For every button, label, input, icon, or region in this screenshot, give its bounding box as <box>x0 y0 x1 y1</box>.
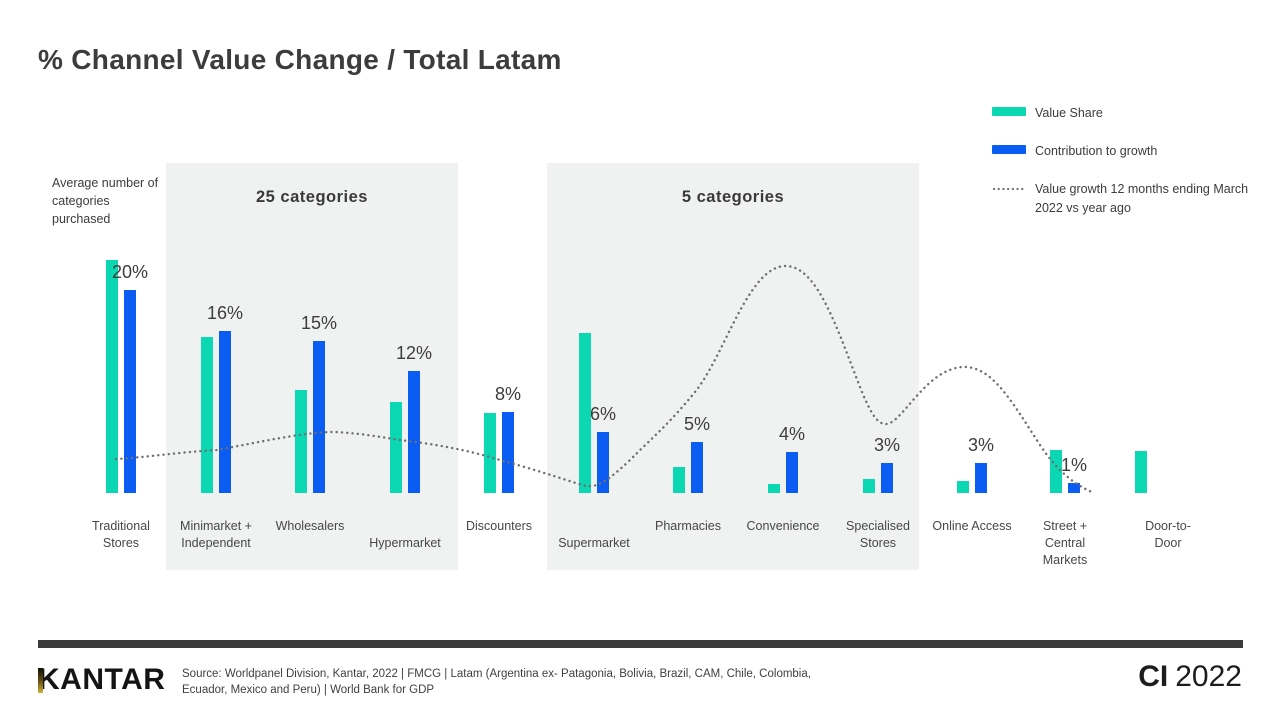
legend-label: Contribution to growth <box>1035 144 1158 158</box>
value-share-bar <box>673 466 685 493</box>
group-label: 5 categories <box>681 188 785 206</box>
legend: Value Share Contribution to growth Value… <box>992 104 1250 237</box>
axis-label-line: Specialised <box>846 519 910 533</box>
axis-label-line: Traditional <box>92 519 150 533</box>
kantar-logo-gold-mark <box>38 668 43 693</box>
axis-note: Average number of categories purchased <box>52 176 159 226</box>
axis-label-line: Discounters <box>466 519 532 533</box>
contribution-bar <box>219 330 231 493</box>
contribution-bar <box>786 452 798 493</box>
axis-label-line: Pharmacies <box>655 519 721 533</box>
axis-label-line: Convenience <box>746 519 820 533</box>
source-note: Source: Worldpanel Division, Kantar, 202… <box>182 666 811 698</box>
value-share-swatch <box>992 107 1026 116</box>
value-share-bar <box>106 259 118 493</box>
axis-label-line: Central <box>1044 536 1086 550</box>
axis-label: Minimarket + Independent <box>166 518 266 552</box>
axis-label: Door-to- Door <box>1118 518 1218 552</box>
bar-value-label: 20% <box>111 262 149 282</box>
bar-value-label: 3% <box>873 434 900 455</box>
contribution-bar <box>597 432 609 493</box>
value-share-bar <box>863 478 875 493</box>
kantar-logo-text: KANTAR <box>38 663 166 696</box>
contribution-bar <box>1068 482 1080 493</box>
axis-label: Online Access <box>922 518 1022 535</box>
dotted-line-swatch <box>992 187 1026 191</box>
source-line: Ecuador, Mexico and Peru) | World Bank f… <box>182 684 435 696</box>
contribution-bar <box>502 411 514 493</box>
contribution-bar <box>124 290 136 493</box>
axis-label-line: Hypermarket <box>369 536 441 550</box>
axis-label: Pharmacies <box>638 518 738 535</box>
chart-title: % Channel Value Change / Total Latam <box>38 44 562 75</box>
axis-label-line: Stores <box>102 536 140 550</box>
contribution-swatch <box>992 145 1026 154</box>
bar-value-label: 4% <box>778 424 805 445</box>
bar-value-label: 8% <box>494 383 521 404</box>
legend-label: Value growth 12 months ending March 2022… <box>1035 182 1249 215</box>
legend-item-growth-line: Value growth 12 months ending March 2022… <box>992 180 1250 218</box>
value-share-bar <box>295 390 307 493</box>
contribution-bar <box>881 462 893 493</box>
axis-label-line: Wholesalers <box>275 519 345 533</box>
value-share-bar <box>390 401 402 493</box>
axis-label: Traditional Stores <box>71 518 171 552</box>
axis-label-line: Supermarket <box>558 536 630 550</box>
bar-value-label: 15% <box>300 312 338 333</box>
bar-value-label: 3% <box>967 434 994 455</box>
bar-value-label: 1% <box>1060 454 1087 475</box>
bar-value-label: 5% <box>683 414 710 435</box>
axis-label-line: Markets <box>1042 553 1088 567</box>
group-label: 25 categories <box>256 188 368 206</box>
axis-label-line: Stores <box>859 536 897 550</box>
contribution-bar <box>313 340 325 493</box>
badge-year: 2022 <box>1175 660 1242 693</box>
contribution-bar <box>975 462 987 493</box>
axis-label: Discounters <box>449 518 549 535</box>
axis-label-line: Online Access <box>932 519 1012 533</box>
value-share-bar <box>957 480 969 493</box>
footer-rule <box>38 640 1243 648</box>
value-share-bar <box>484 412 496 493</box>
contribution-bar <box>408 371 420 493</box>
value-share-bar <box>201 336 213 493</box>
value-share-bar <box>1135 451 1147 493</box>
axis-label-line: Door-to- <box>1145 519 1191 533</box>
axis-label: Specialised Stores <box>828 518 928 552</box>
bar-value-label: 12% <box>395 343 433 364</box>
axis-label: Convenience <box>733 518 833 535</box>
legend-item-value-share: Value Share <box>992 104 1250 123</box>
legend-item-contribution: Contribution to growth <box>992 142 1250 161</box>
bar-value-label: 6% <box>589 404 616 425</box>
bar-value-label: 16% <box>206 302 244 323</box>
kantar-logo: KANTAR <box>38 663 165 697</box>
group-box-5-categories: 5 categories <box>547 163 919 570</box>
legend-label: Value Share <box>1035 106 1103 120</box>
source-line: Source: Worldpanel Division, Kantar, 202… <box>182 668 811 680</box>
axis-label-line: Independent <box>181 536 251 550</box>
value-share-bar <box>768 483 780 493</box>
axis-label-line: Minimarket + <box>180 519 252 533</box>
badge-ci: CI <box>1138 660 1169 693</box>
axis-label: Street + Central Markets <box>1015 518 1115 569</box>
axis-label: Wholesalers <box>260 518 360 535</box>
contribution-bar <box>691 442 703 493</box>
axis-label-line: Street + <box>1042 519 1088 533</box>
ci-2022-badge: CI 2022 <box>1138 660 1242 694</box>
axis-label: Hypermarket <box>355 535 455 552</box>
axis-label-line: Door <box>1154 536 1182 550</box>
axis-label: Supermarket <box>544 535 644 552</box>
